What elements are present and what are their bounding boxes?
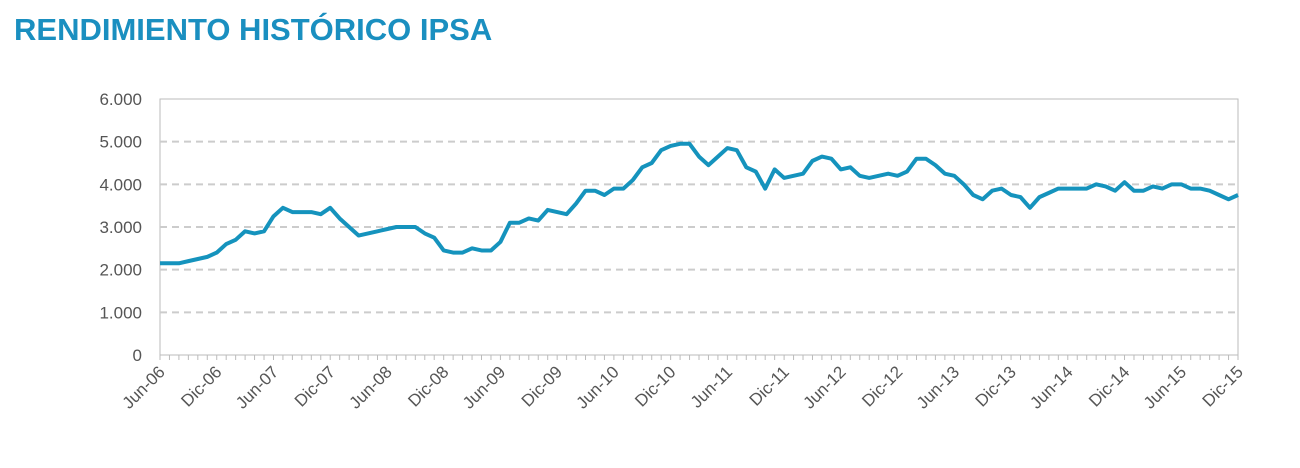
x-tick-label: Jun-13: [913, 362, 963, 412]
x-tick-label: Dic-07: [291, 362, 339, 410]
x-tick-label: Dic-14: [1085, 362, 1133, 410]
y-tick-label: 1.000: [99, 303, 142, 322]
y-tick-label: 3.000: [99, 218, 142, 237]
y-tick-label: 5.000: [99, 133, 142, 152]
x-tick-label: Dic-06: [177, 362, 225, 410]
x-tick-label: Dic-11: [746, 362, 793, 409]
y-tick-label: 0: [133, 346, 142, 365]
x-tick-label: Dic-08: [404, 362, 452, 410]
x-tick-label: Jun-12: [799, 362, 849, 412]
x-tick-label: Dic-15: [1199, 362, 1247, 410]
x-tick-label: Dic-13: [972, 362, 1020, 410]
x-tick-label: Jun-09: [459, 362, 509, 412]
x-tick-label: Jun-15: [1140, 362, 1190, 412]
chart-title: RENDIMIENTO HISTÓRICO IPSA: [14, 11, 492, 47]
x-tick-label: Jun-11: [687, 362, 736, 411]
x-tick-label: Jun-14: [1026, 362, 1076, 412]
x-tick-label: Jun-10: [573, 362, 623, 412]
y-tick-label: 6.000: [99, 90, 142, 109]
x-tick-label: Jun-07: [232, 362, 282, 412]
y-tick-label: 4.000: [99, 175, 142, 194]
x-tick-label: Jun-08: [346, 362, 396, 412]
x-tick-label: Dic-09: [518, 362, 566, 410]
x-tick-label: Jun-06: [119, 362, 169, 412]
y-tick-label: 2.000: [99, 261, 142, 280]
x-tick-label: Dic-10: [631, 362, 679, 410]
x-tick-label: Dic-12: [858, 362, 906, 410]
line-series: [160, 141, 1239, 266]
